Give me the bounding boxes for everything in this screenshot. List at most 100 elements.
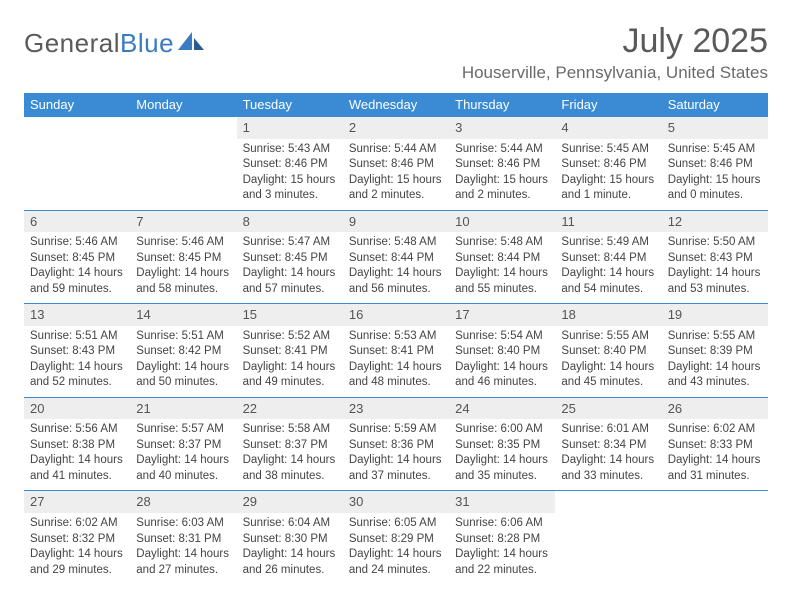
sunset-line: Sunset: 8:29 PM <box>349 532 443 548</box>
day-number: 9 <box>343 211 449 233</box>
calendar-cell: 28Sunrise: 6:03 AMSunset: 8:31 PMDayligh… <box>130 491 236 584</box>
day-number: 29 <box>237 491 343 513</box>
day-body: Sunrise: 6:01 AMSunset: 8:34 PMDaylight:… <box>555 419 661 490</box>
daylight-line: Daylight: 14 hours and 45 minutes. <box>561 360 655 391</box>
sunset-line: Sunset: 8:35 PM <box>455 438 549 454</box>
daylight-line: Daylight: 15 hours and 2 minutes. <box>349 173 443 204</box>
sunset-line: Sunset: 8:32 PM <box>30 532 124 548</box>
daylight-line: Daylight: 14 hours and 35 minutes. <box>455 453 549 484</box>
day-body: Sunrise: 5:59 AMSunset: 8:36 PMDaylight:… <box>343 419 449 490</box>
day-number: 13 <box>24 304 130 326</box>
calendar-cell: 19Sunrise: 5:55 AMSunset: 8:39 PMDayligh… <box>662 304 768 397</box>
sunset-line: Sunset: 8:37 PM <box>243 438 337 454</box>
day-body: Sunrise: 5:45 AMSunset: 8:46 PMDaylight:… <box>662 139 768 210</box>
logo-word2: Blue <box>120 28 174 58</box>
daylight-line: Daylight: 14 hours and 50 minutes. <box>136 360 230 391</box>
day-number: 15 <box>237 304 343 326</box>
calendar-cell: 29Sunrise: 6:04 AMSunset: 8:30 PMDayligh… <box>237 491 343 584</box>
calendar-cell: 0 <box>555 491 661 584</box>
daylight-line: Daylight: 15 hours and 3 minutes. <box>243 173 337 204</box>
day-number: 1 <box>237 117 343 139</box>
day-number: 26 <box>662 398 768 420</box>
calendar-week: 20Sunrise: 5:56 AMSunset: 8:38 PMDayligh… <box>24 397 768 491</box>
sunrise-line: Sunrise: 6:01 AM <box>561 422 655 438</box>
sunset-line: Sunset: 8:46 PM <box>243 157 337 173</box>
day-number: 25 <box>555 398 661 420</box>
daylight-line: Daylight: 15 hours and 2 minutes. <box>455 173 549 204</box>
sunset-line: Sunset: 8:42 PM <box>136 344 230 360</box>
sunrise-line: Sunrise: 5:57 AM <box>136 422 230 438</box>
sunrise-line: Sunrise: 5:44 AM <box>349 142 443 158</box>
day-number: 28 <box>130 491 236 513</box>
sunrise-line: Sunrise: 6:05 AM <box>349 516 443 532</box>
daylight-line: Daylight: 14 hours and 48 minutes. <box>349 360 443 391</box>
sunset-line: Sunset: 8:39 PM <box>668 344 762 360</box>
day-body: Sunrise: 6:03 AMSunset: 8:31 PMDaylight:… <box>130 513 236 584</box>
calendar-week: 27Sunrise: 6:02 AMSunset: 8:32 PMDayligh… <box>24 490 768 584</box>
title-block: July 2025 Houserville, Pennsylvania, Uni… <box>462 22 768 83</box>
sunset-line: Sunset: 8:37 PM <box>136 438 230 454</box>
day-body: Sunrise: 5:46 AMSunset: 8:45 PMDaylight:… <box>130 232 236 303</box>
calendar-week: 001Sunrise: 5:43 AMSunset: 8:46 PMDaylig… <box>24 117 768 210</box>
day-body: Sunrise: 5:57 AMSunset: 8:37 PMDaylight:… <box>130 419 236 490</box>
sunset-line: Sunset: 8:46 PM <box>561 157 655 173</box>
day-header-cell: Wednesday <box>343 93 449 116</box>
calendar-cell: 12Sunrise: 5:50 AMSunset: 8:43 PMDayligh… <box>662 211 768 304</box>
calendar-cell: 25Sunrise: 6:01 AMSunset: 8:34 PMDayligh… <box>555 398 661 491</box>
calendar-cell: 23Sunrise: 5:59 AMSunset: 8:36 PMDayligh… <box>343 398 449 491</box>
sunrise-line: Sunrise: 5:55 AM <box>668 329 762 345</box>
day-body: Sunrise: 5:58 AMSunset: 8:37 PMDaylight:… <box>237 419 343 490</box>
sunrise-line: Sunrise: 6:04 AM <box>243 516 337 532</box>
daylight-line: Daylight: 14 hours and 33 minutes. <box>561 453 655 484</box>
calendar-cell: 0 <box>130 117 236 210</box>
day-number: 14 <box>130 304 236 326</box>
sunset-line: Sunset: 8:41 PM <box>349 344 443 360</box>
calendar-cell: 30Sunrise: 6:05 AMSunset: 8:29 PMDayligh… <box>343 491 449 584</box>
day-body: Sunrise: 5:54 AMSunset: 8:40 PMDaylight:… <box>449 326 555 397</box>
day-header-cell: Sunday <box>24 93 130 116</box>
day-number: 17 <box>449 304 555 326</box>
daylight-line: Daylight: 14 hours and 52 minutes. <box>30 360 124 391</box>
sunrise-line: Sunrise: 6:06 AM <box>455 516 549 532</box>
location: Houserville, Pennsylvania, United States <box>462 63 768 83</box>
day-body: Sunrise: 5:55 AMSunset: 8:39 PMDaylight:… <box>662 326 768 397</box>
sunset-line: Sunset: 8:40 PM <box>455 344 549 360</box>
sunrise-line: Sunrise: 6:03 AM <box>136 516 230 532</box>
daylight-line: Daylight: 14 hours and 37 minutes. <box>349 453 443 484</box>
calendar-cell: 9Sunrise: 5:48 AMSunset: 8:44 PMDaylight… <box>343 211 449 304</box>
day-number: 19 <box>662 304 768 326</box>
logo-sail-icon <box>178 30 204 57</box>
day-number: 18 <box>555 304 661 326</box>
calendar-cell: 31Sunrise: 6:06 AMSunset: 8:28 PMDayligh… <box>449 491 555 584</box>
sunset-line: Sunset: 8:41 PM <box>243 344 337 360</box>
day-body: Sunrise: 6:00 AMSunset: 8:35 PMDaylight:… <box>449 419 555 490</box>
day-body: Sunrise: 5:51 AMSunset: 8:42 PMDaylight:… <box>130 326 236 397</box>
day-number: 16 <box>343 304 449 326</box>
daylight-line: Daylight: 14 hours and 55 minutes. <box>455 266 549 297</box>
day-header-cell: Tuesday <box>237 93 343 116</box>
calendar-cell: 11Sunrise: 5:49 AMSunset: 8:44 PMDayligh… <box>555 211 661 304</box>
calendar-cell: 24Sunrise: 6:00 AMSunset: 8:35 PMDayligh… <box>449 398 555 491</box>
day-body: Sunrise: 5:55 AMSunset: 8:40 PMDaylight:… <box>555 326 661 397</box>
day-body: Sunrise: 6:02 AMSunset: 8:32 PMDaylight:… <box>24 513 130 584</box>
day-body: Sunrise: 5:46 AMSunset: 8:45 PMDaylight:… <box>24 232 130 303</box>
daylight-line: Daylight: 14 hours and 38 minutes. <box>243 453 337 484</box>
sunset-line: Sunset: 8:34 PM <box>561 438 655 454</box>
daylight-line: Daylight: 14 hours and 59 minutes. <box>30 266 124 297</box>
day-number: 24 <box>449 398 555 420</box>
daylight-line: Daylight: 15 hours and 1 minute. <box>561 173 655 204</box>
calendar-cell: 27Sunrise: 6:02 AMSunset: 8:32 PMDayligh… <box>24 491 130 584</box>
sunrise-line: Sunrise: 5:45 AM <box>668 142 762 158</box>
daylight-line: Daylight: 14 hours and 43 minutes. <box>668 360 762 391</box>
day-number: 23 <box>343 398 449 420</box>
sunrise-line: Sunrise: 5:48 AM <box>455 235 549 251</box>
day-body: Sunrise: 5:44 AMSunset: 8:46 PMDaylight:… <box>449 139 555 210</box>
calendar-cell: 0 <box>662 491 768 584</box>
calendar-cell: 7Sunrise: 5:46 AMSunset: 8:45 PMDaylight… <box>130 211 236 304</box>
sunset-line: Sunset: 8:44 PM <box>349 251 443 267</box>
sunrise-line: Sunrise: 5:55 AM <box>561 329 655 345</box>
daylight-line: Daylight: 14 hours and 56 minutes. <box>349 266 443 297</box>
calendar: SundayMondayTuesdayWednesdayThursdayFrid… <box>24 93 768 584</box>
calendar-cell: 22Sunrise: 5:58 AMSunset: 8:37 PMDayligh… <box>237 398 343 491</box>
daylight-line: Daylight: 14 hours and 41 minutes. <box>30 453 124 484</box>
